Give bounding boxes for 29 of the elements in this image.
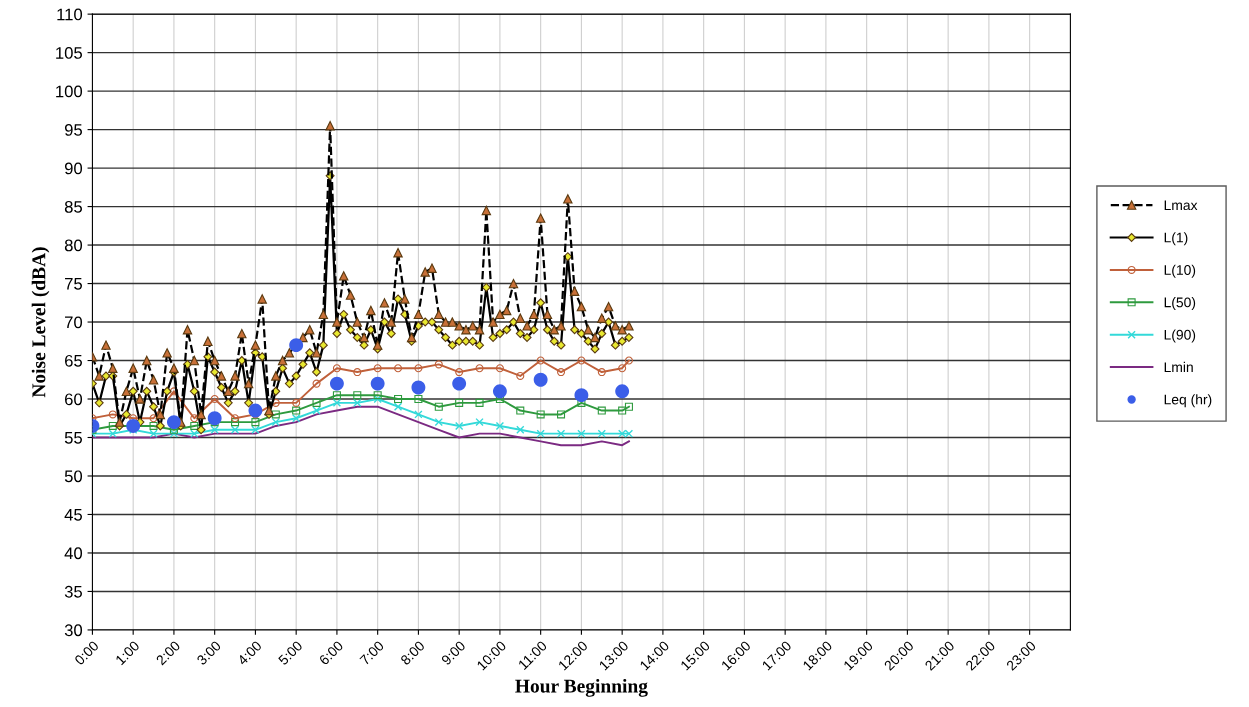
legend-label: L(90) bbox=[1164, 329, 1196, 343]
y-tick-label: 100 bbox=[56, 85, 83, 98]
y-tick-label: 90 bbox=[64, 162, 83, 175]
legend-label: L(50) bbox=[1164, 297, 1196, 311]
y-axis-title: Noise Level (dBA) bbox=[31, 247, 50, 398]
y-tick-label: 60 bbox=[65, 393, 83, 406]
y-tick-label: 70 bbox=[65, 316, 83, 329]
y-tick-label: 30 bbox=[64, 624, 83, 637]
y-tick-label: 75 bbox=[65, 278, 83, 290]
legend-label: Lmax bbox=[1164, 200, 1198, 211]
legend-label: Lmin bbox=[1164, 361, 1193, 372]
x-tick-label: 6:00 bbox=[318, 640, 344, 666]
y-tick-label: 80 bbox=[64, 239, 83, 252]
y-tick-label: 105 bbox=[56, 47, 83, 59]
y-tick-label: 50 bbox=[64, 470, 83, 483]
y-tick-label: 110 bbox=[57, 8, 83, 21]
legend-label: Leq (hr) bbox=[1164, 394, 1212, 408]
y-tick-label: 55 bbox=[64, 432, 83, 444]
x-axis-title: Hour Beginning bbox=[515, 678, 648, 697]
y-tick-label: 95 bbox=[64, 124, 83, 136]
legend-label: L(1) bbox=[1164, 232, 1188, 246]
y-tick-label: 40 bbox=[64, 547, 83, 560]
y-tick-label: 35 bbox=[64, 585, 83, 598]
y-tick-label: 45 bbox=[64, 509, 83, 521]
x-tick-label: 4:00 bbox=[236, 640, 263, 666]
legend-label: L(10) bbox=[1164, 264, 1196, 278]
y-tick-label: 85 bbox=[64, 200, 83, 213]
x-tick-label: 7:00 bbox=[359, 640, 385, 666]
y-tick-label: 65 bbox=[65, 354, 83, 367]
